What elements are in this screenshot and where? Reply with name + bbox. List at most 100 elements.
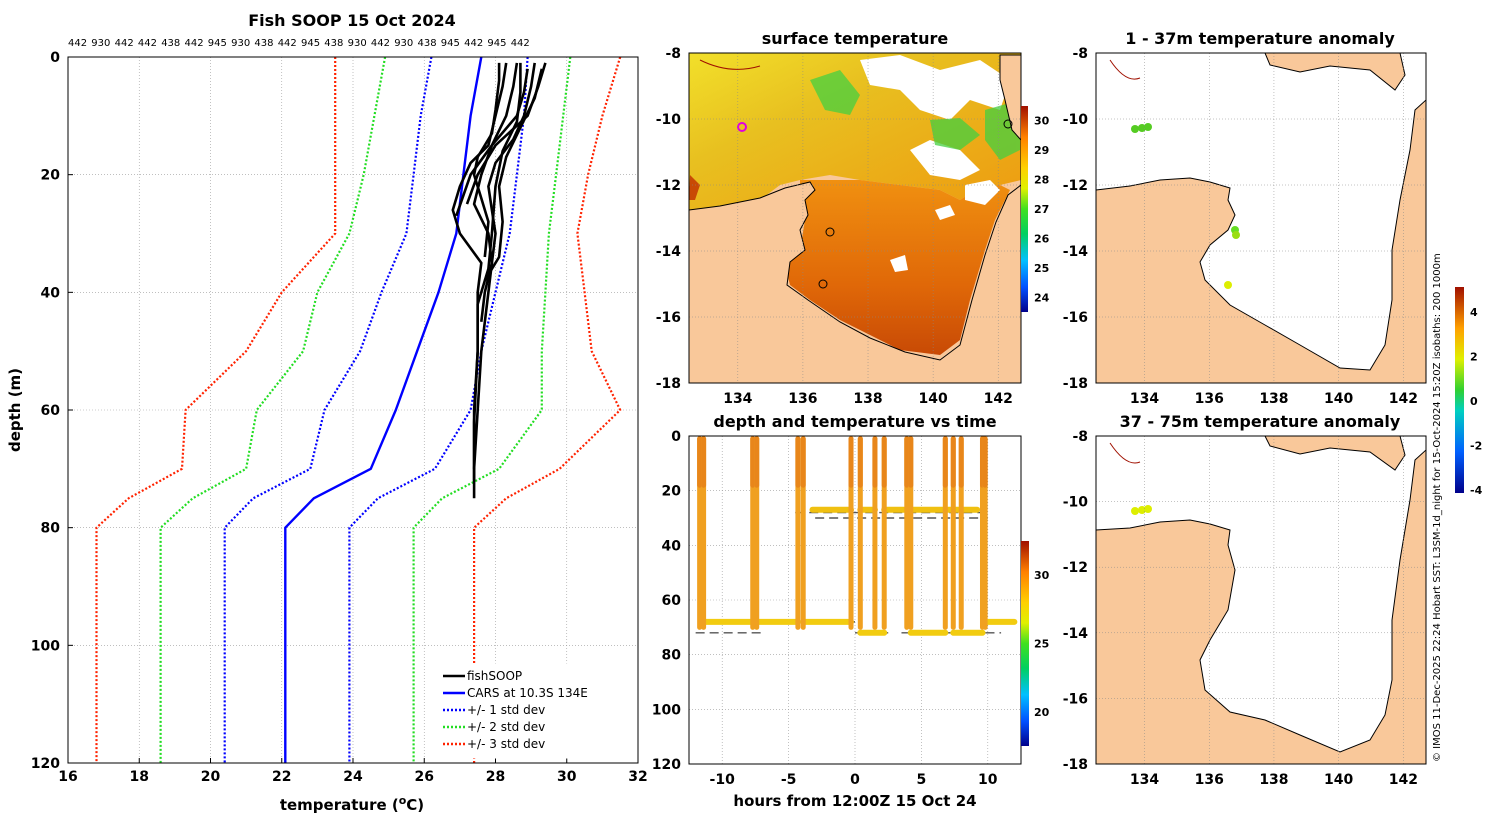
x-tick-label: -5 — [781, 772, 797, 788]
colorbar-tick: -4 — [1470, 484, 1483, 497]
y-tick-label: 40 — [41, 285, 61, 301]
colorbar-tick: 27 — [1034, 203, 1049, 216]
profile-ylabel: depth (m) — [6, 368, 24, 452]
cast-label: 945 — [441, 38, 460, 49]
anom2-point — [1131, 507, 1139, 515]
y-tick-label: 120 — [31, 756, 60, 772]
anom1-point — [1138, 124, 1146, 132]
legend-std2: +/- 2 std dev — [467, 720, 545, 734]
profile-chart: Fish SOOP 15 Oct 2024 442 930 442 442 438 442… — [6, 11, 648, 814]
map-x-tick: 138 — [1259, 391, 1288, 407]
y-tick-label: 80 — [41, 521, 61, 537]
profile-grid — [67, 56, 639, 764]
map-x-tick: 142 — [1389, 772, 1418, 788]
map-y-tick: -12 — [1063, 560, 1088, 576]
anom1-point — [1224, 281, 1232, 289]
x-tick-label: 20 — [201, 769, 221, 785]
cast-label: 438 — [161, 38, 180, 49]
std2-lower-line — [159, 56, 387, 763]
map-y-tick: -10 — [1063, 112, 1089, 128]
credit-text: © IMOS 11-Dec-2025 22:24 Hobart SST: L3S… — [1432, 253, 1443, 762]
anomaly-map-shallow: 1 - 37m temperature anomaly 134 136 138 140… — [1063, 29, 1427, 407]
x-tick-label: 16 — [58, 769, 77, 785]
anom1-point — [1144, 123, 1152, 131]
legend-std1: +/- 1 std dev — [467, 703, 545, 717]
anom1-frame — [1095, 52, 1427, 384]
fishsoop-profile-line — [472, 62, 501, 258]
y-tick-label: 80 — [662, 648, 682, 664]
cast-label: 930 — [348, 38, 367, 49]
colorbar-tick: 29 — [1034, 144, 1049, 157]
map-x-tick: 134 — [1130, 391, 1159, 407]
std2-upper-line — [412, 56, 572, 763]
anomaly-colorbar-bar — [1455, 287, 1464, 493]
time-title: depth and temperature vs time — [713, 412, 996, 431]
cast-label: 930 — [91, 38, 110, 49]
colorbar-tick: 20 — [1034, 706, 1050, 719]
anom2-point — [1144, 505, 1152, 513]
map-x-tick: 138 — [853, 391, 882, 407]
map-x-tick: 134 — [1130, 772, 1159, 788]
anom2-land — [1096, 449, 1426, 764]
map-y-tick: -14 — [1063, 244, 1089, 260]
x-tick-label: 10 — [978, 772, 998, 788]
cast-label: 438 — [324, 38, 343, 49]
anom1-title: 1 - 37m temperature anomaly — [1125, 29, 1395, 48]
map-x-tick: 138 — [1259, 772, 1288, 788]
sst-marker — [1003, 119, 1013, 129]
fishsoop-profile-line — [472, 62, 522, 481]
profile-title: Fish SOOP 15 Oct 2024 — [248, 11, 456, 30]
sst-warm-edge — [689, 175, 700, 200]
sst-land-mass — [689, 181, 1021, 383]
fishsoop-profile-line — [472, 62, 519, 469]
sst-isobath — [699, 59, 761, 70]
cast-label: 442 — [464, 38, 483, 49]
colorbar-tick: 24 — [1034, 291, 1050, 304]
map-y-tick: -10 — [1063, 495, 1089, 511]
y-tick-label: 100 — [31, 638, 60, 654]
x-tick-label: 0 — [850, 772, 860, 788]
sst-title: surface temperature — [762, 29, 949, 48]
sst-marker — [825, 227, 835, 237]
anomaly-colorbar-ticks: 4 2 0 -2 -4 — [1470, 306, 1483, 497]
time-colorbar — [1021, 541, 1029, 746]
map-y-tick: -18 — [1063, 376, 1088, 392]
cast-label: 442 — [68, 38, 87, 49]
y-tick-label: 100 — [652, 702, 681, 718]
map-x-tick: 136 — [1195, 391, 1224, 407]
std3-lower-line — [95, 57, 337, 763]
time-series — [695, 436, 1018, 636]
colorbar-tick: -2 — [1470, 440, 1482, 453]
y-tick-label: 60 — [662, 593, 682, 609]
map-y-tick: -18 — [1063, 757, 1088, 773]
anom2-points — [1131, 505, 1152, 515]
colorbar-tick: 25 — [1034, 262, 1049, 275]
cast-label: 945 — [301, 38, 320, 49]
colorbar-tick: 4 — [1470, 306, 1478, 319]
y-tick-label: 20 — [41, 168, 61, 184]
anom1-point — [1131, 125, 1139, 133]
map-y-tick: -12 — [1063, 178, 1088, 194]
colorbar-tick: 30 — [1034, 569, 1050, 582]
anom2-ticks: 134 136 138 140 142 -8 -10 -12 -14 -16 -18 — [1063, 429, 1418, 788]
cast-label: 438 — [254, 38, 273, 49]
anomaly-colorbar: 4 2 0 -2 -4 — [1455, 287, 1483, 497]
y-tick-label: 60 — [41, 403, 61, 419]
map-y-tick: -16 — [656, 310, 681, 326]
x-tick-label: 18 — [130, 769, 149, 785]
x-tick-label: 30 — [557, 769, 577, 785]
colorbar-tick: 25 — [1034, 638, 1049, 651]
y-tick-label: 20 — [662, 484, 682, 500]
anom1-isobath — [1109, 59, 1141, 80]
map-x-tick: 140 — [919, 391, 948, 407]
y-tick-label: 120 — [652, 757, 681, 773]
sst-cloud-gaps — [860, 55, 1010, 272]
map-y-tick: -8 — [1072, 46, 1088, 62]
anom2-title: 37 - 75m temperature anomaly — [1120, 412, 1401, 431]
colorbar-tick: 2 — [1470, 351, 1478, 364]
time-colorbar-ticks: 30 25 20 — [1034, 569, 1050, 719]
anom1-land-north — [1264, 53, 1406, 91]
map-x-tick: 140 — [1324, 772, 1353, 788]
cast-label: 930 — [231, 38, 250, 49]
